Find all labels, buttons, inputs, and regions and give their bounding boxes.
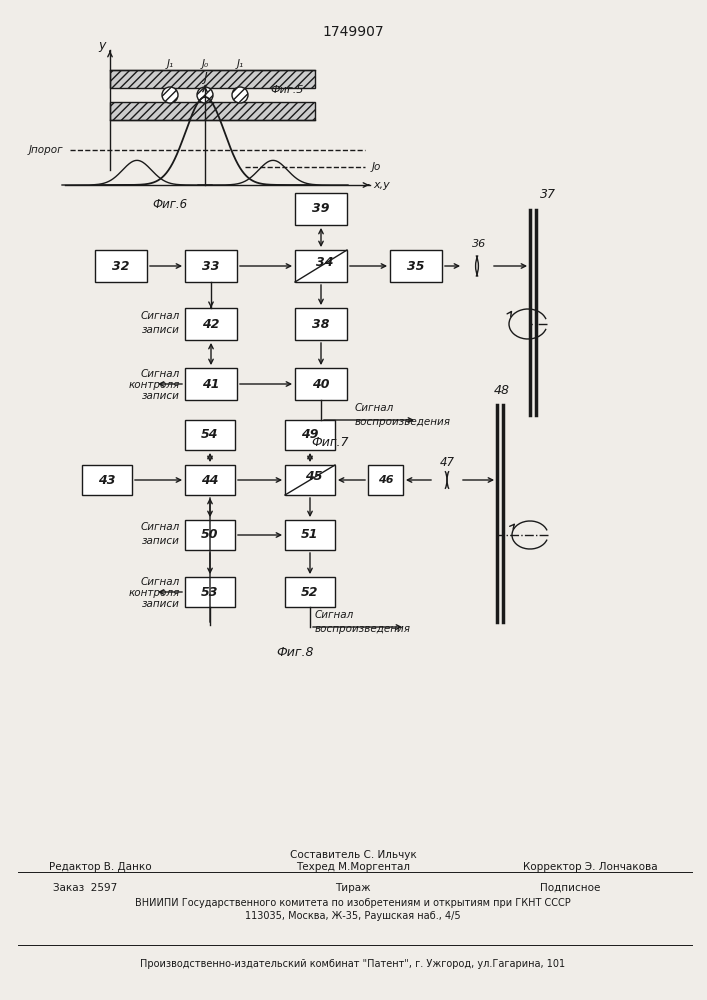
Text: Сигнал: Сигнал: [355, 403, 395, 413]
Text: Сигнал: Сигнал: [315, 610, 354, 620]
Text: 47: 47: [440, 456, 455, 468]
Text: 52: 52: [301, 585, 319, 598]
Bar: [368, 465, 403, 495]
Text: 1749907: 1749907: [322, 25, 384, 39]
Bar: [295, 193, 347, 225]
Text: 54: 54: [201, 428, 218, 442]
Text: Редактор В. Данко: Редактор В. Данко: [49, 862, 151, 872]
Text: 46: 46: [378, 475, 393, 485]
Text: 35: 35: [407, 259, 425, 272]
Bar: [110, 70, 315, 88]
Circle shape: [197, 87, 213, 103]
Text: 41: 41: [202, 377, 220, 390]
Text: записи: записи: [142, 391, 180, 401]
Text: 51: 51: [301, 528, 319, 542]
Text: 43: 43: [98, 474, 116, 487]
Bar: [285, 465, 335, 495]
Bar: [295, 308, 347, 340]
Text: 32: 32: [112, 259, 130, 272]
Bar: [82, 465, 132, 495]
Text: 48: 48: [494, 384, 510, 397]
Text: 36: 36: [472, 239, 486, 249]
Text: Составитель С. Ильчук: Составитель С. Ильчук: [290, 850, 416, 860]
Text: Заказ  2597: Заказ 2597: [53, 883, 117, 893]
Bar: [185, 465, 235, 495]
Bar: [185, 577, 235, 607]
Bar: [185, 250, 237, 282]
Text: x,y: x,y: [373, 180, 390, 190]
Circle shape: [162, 87, 178, 103]
Text: Фиг.5: Фиг.5: [270, 85, 303, 95]
Bar: [110, 102, 315, 120]
Bar: [285, 577, 335, 607]
Circle shape: [232, 87, 248, 103]
Bar: [295, 368, 347, 400]
Bar: [285, 520, 335, 550]
Text: 113035, Москва, Ж-35, Раушская наб., 4/5: 113035, Москва, Ж-35, Раушская наб., 4/5: [245, 911, 461, 921]
Text: Сигнал: Сигнал: [141, 311, 180, 321]
Text: Jпорог: Jпорог: [28, 145, 63, 155]
Text: Jo: Jo: [372, 162, 381, 172]
Text: 38: 38: [312, 318, 329, 330]
Text: воспроизведения: воспроизведения: [355, 417, 451, 427]
Text: 40: 40: [312, 377, 329, 390]
Text: 50: 50: [201, 528, 218, 542]
Text: воспроизведения: воспроизведения: [315, 624, 411, 634]
Text: 49: 49: [301, 428, 319, 442]
Text: Подписное: Подписное: [540, 883, 600, 893]
Text: J₁: J₁: [236, 59, 244, 69]
Bar: [185, 520, 235, 550]
Bar: [185, 368, 237, 400]
Text: записи: записи: [142, 325, 180, 335]
Text: Фиг.8: Фиг.8: [276, 646, 314, 658]
Text: Сигнал: Сигнал: [141, 577, 180, 587]
Text: J₁: J₁: [166, 59, 173, 69]
Text: 34: 34: [316, 255, 334, 268]
Bar: [390, 250, 442, 282]
Text: 37: 37: [540, 188, 556, 202]
Text: 44: 44: [201, 474, 218, 487]
Text: y: y: [98, 38, 105, 51]
Text: ВНИИПИ Государственного комитета по изобретениям и открытиям при ГКНТ СССР: ВНИИПИ Государственного комитета по изоб…: [135, 898, 571, 908]
Text: Техред М.Моргентал: Техред М.Моргентал: [296, 862, 410, 872]
Text: Производственно-издательский комбинат "Патент", г. Ужгород, ул.Гагарина, 101: Производственно-издательский комбинат "П…: [141, 959, 566, 969]
Text: Корректор Э. Лончакова: Корректор Э. Лончакова: [522, 862, 658, 872]
Text: записи: записи: [142, 599, 180, 609]
Text: 45: 45: [305, 470, 323, 483]
Bar: [185, 420, 235, 450]
Text: записи: записи: [142, 536, 180, 546]
Text: J₀: J₀: [201, 59, 209, 69]
Text: 39: 39: [312, 202, 329, 216]
Text: Фиг.7: Фиг.7: [311, 436, 349, 448]
Text: 42: 42: [202, 318, 220, 330]
Text: контроля: контроля: [129, 380, 180, 390]
Text: контроля: контроля: [129, 588, 180, 598]
Text: Тираж: Тираж: [335, 883, 370, 893]
Text: 33: 33: [202, 259, 220, 272]
Bar: [95, 250, 147, 282]
Text: J: J: [203, 70, 207, 84]
Text: Сигнал: Сигнал: [141, 369, 180, 379]
Text: Фиг.6: Фиг.6: [153, 198, 187, 212]
Bar: [285, 420, 335, 450]
Text: Сигнал: Сигнал: [141, 522, 180, 532]
Text: 53: 53: [201, 585, 218, 598]
Bar: [295, 250, 347, 282]
Bar: [185, 308, 237, 340]
